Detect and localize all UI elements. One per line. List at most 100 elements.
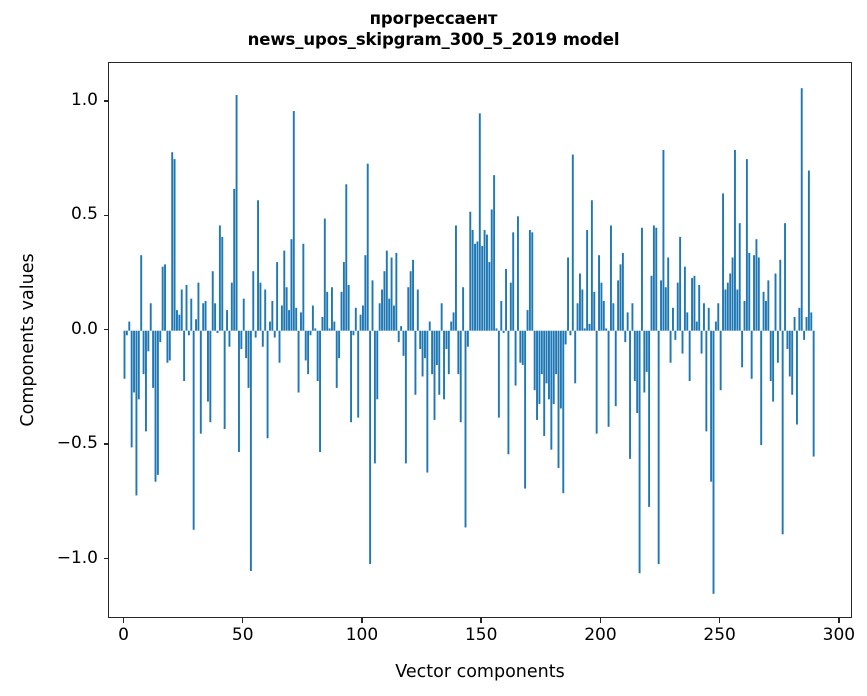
bar [292,111,295,331]
bar [311,305,314,331]
bar [488,262,491,331]
bar [464,330,467,528]
bar [328,328,331,331]
bar [605,328,608,331]
bar [614,330,617,407]
x-tick-mark [838,618,840,623]
bar [638,330,641,574]
bar [674,330,677,340]
bar [271,300,274,331]
bar [552,330,555,404]
bar [142,330,145,375]
bar [319,330,321,452]
bar [178,314,181,331]
bar [152,330,155,388]
bar [526,310,529,331]
bar [528,230,531,331]
bar [187,330,190,336]
bar [586,230,589,331]
bar [369,330,372,565]
bar [285,287,288,331]
x-tick-label: 0 [118,625,129,645]
bar [505,268,507,331]
bar [359,314,362,331]
bar [202,303,205,331]
bar [207,330,209,402]
bar [462,287,465,331]
bar [486,234,488,331]
bar [595,330,598,434]
bar [602,300,605,331]
y-tick-label: −0.5 [56,433,98,454]
bar [140,255,143,331]
bar [753,255,755,331]
bar [297,330,300,393]
bar [688,330,691,382]
bar [564,330,567,345]
bar [433,330,436,420]
bar [307,330,310,375]
bar [183,330,186,382]
y-tick-mark [103,557,108,560]
bar [190,298,193,331]
bar [180,289,183,331]
bar [226,310,228,331]
bar [729,273,732,331]
bar-series-container [109,63,851,617]
bar [407,287,410,331]
bar [333,321,336,331]
bar [788,330,791,377]
bar [724,289,727,331]
bar [679,236,682,331]
bar [648,330,651,507]
bar [378,303,381,331]
bar [273,330,276,338]
x-tick-label: 200 [584,625,617,645]
bar [164,264,166,331]
x-tick-mark [242,618,244,623]
bar [130,330,133,448]
bar [712,330,715,594]
bar [662,149,665,331]
bar [431,330,434,375]
bar [569,330,572,336]
bar [478,113,481,331]
bar [354,307,357,331]
bar [626,312,629,331]
bar [681,330,684,354]
bar [629,330,631,459]
bar [676,282,679,331]
bar [657,330,660,565]
x-tick-label: 50 [231,625,254,645]
bar [598,255,600,331]
bar [631,303,634,331]
bar [450,321,453,331]
bar [261,330,264,347]
bar [342,262,345,331]
bar [693,275,696,331]
bar [769,330,772,382]
bar [176,310,178,331]
chart-title-line-1: прогрессаент [369,9,498,28]
bar [509,282,512,331]
bar [283,250,286,331]
bar [218,225,221,331]
bar [395,252,398,331]
bar [414,330,417,395]
bar [435,330,438,366]
bar [254,330,257,338]
bar [493,175,496,331]
bar [204,300,207,331]
bar [373,330,376,464]
bar [135,330,138,496]
bar [192,330,195,530]
bar [381,289,383,331]
bar [664,287,667,331]
bar [738,223,741,331]
bar [211,271,214,331]
bar [257,200,259,331]
bar [409,271,412,331]
bar [340,291,343,331]
bar [214,303,217,331]
bar [338,330,341,359]
